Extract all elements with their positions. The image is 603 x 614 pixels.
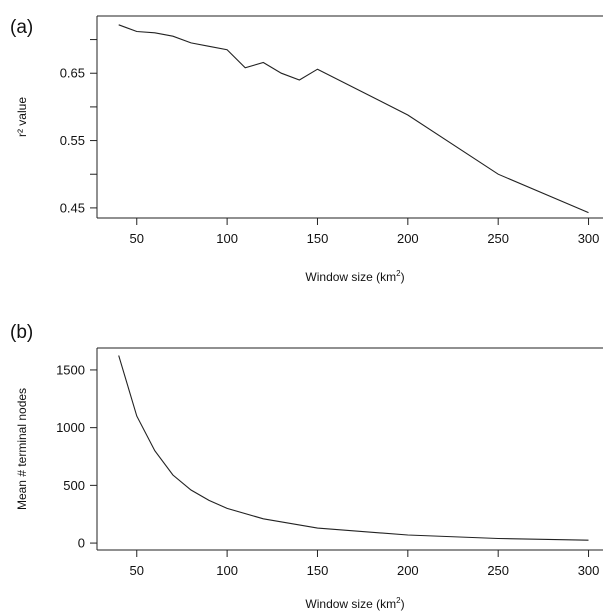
series-line xyxy=(118,24,589,214)
x-tick-label: 100 xyxy=(216,231,238,246)
x-tick-label: 50 xyxy=(130,563,144,578)
y-axis-label: r² value xyxy=(15,97,29,137)
y-tick-label: 500 xyxy=(63,478,85,493)
x-tick-label: 300 xyxy=(578,563,600,578)
y-tick-label: 0.55 xyxy=(60,133,85,148)
x-tick-label: 200 xyxy=(397,231,419,246)
x-tick-label: 200 xyxy=(397,563,419,578)
y-tick-label: 1500 xyxy=(56,362,85,377)
x-tick-label: 150 xyxy=(307,231,329,246)
panel-label: (a) xyxy=(10,17,33,38)
y-axis-label: Mean # terminal nodes xyxy=(15,388,29,510)
y-tick-label: 0.45 xyxy=(60,200,85,215)
series-line xyxy=(118,355,589,541)
chart-panel-b: (b) 50 100 150 200 250 300 0 500 1000 1500 Window s… xyxy=(10,322,603,611)
x-tick-label: 150 xyxy=(307,563,329,578)
y-tick-label: 0.65 xyxy=(60,66,85,81)
x-tick-label: 100 xyxy=(216,563,238,578)
y-tick-label: 1000 xyxy=(56,420,85,435)
x-axis-label: Window size (km2) xyxy=(305,269,404,284)
y-tick-label: 0 xyxy=(78,536,85,551)
x-tick-label: 50 xyxy=(130,231,144,246)
x-axis-label: Window size (km2) xyxy=(305,596,404,611)
x-tick-label: 250 xyxy=(487,231,509,246)
chart-panel-a: (a) 50 100 150 200 250 300 0.45 0.55 0.65 Window s… xyxy=(10,15,603,284)
x-tick-label: 300 xyxy=(578,231,600,246)
panel-label: (b) xyxy=(10,322,33,343)
x-tick-label: 250 xyxy=(487,563,509,578)
